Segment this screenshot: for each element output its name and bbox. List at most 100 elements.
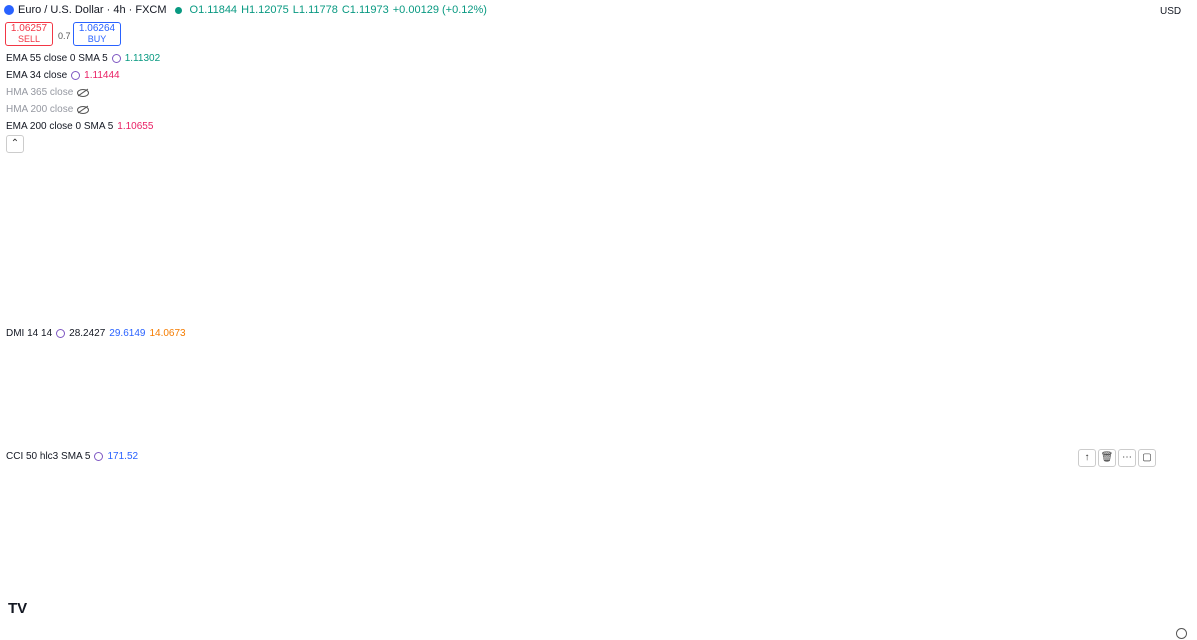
candle-body — [296, 206, 299, 208]
cci-bar — [820, 536, 823, 584]
cci-bar — [669, 511, 672, 537]
gear-icon[interactable] — [94, 452, 104, 461]
candle-body — [644, 58, 647, 60]
candle-body — [871, 203, 873, 206]
candle-body — [712, 68, 715, 70]
more-options-button[interactable]: ⋯ — [1118, 449, 1136, 467]
cci-bar — [190, 508, 193, 537]
candle-body — [576, 96, 578, 101]
candle-body — [298, 207, 301, 215]
delete-pane-button[interactable]: 🗑 — [1098, 449, 1116, 467]
cci-bar — [807, 536, 811, 584]
candle-body — [77, 258, 80, 263]
candle-body — [946, 231, 949, 258]
candle-body — [624, 75, 626, 83]
candle-body — [606, 88, 609, 97]
cci-bar — [550, 536, 554, 580]
cci-bar — [74, 536, 77, 558]
cci-bar — [424, 507, 428, 537]
symbol-title[interactable]: Euro / U.S. Dollar · 4h · FXCM — [18, 4, 167, 16]
cci-bar — [810, 536, 813, 578]
candle-body — [687, 42, 689, 46]
cci-bar — [127, 536, 130, 549]
indicator-row[interactable]: EMA 55 close 0 SMA 5 1.11302 — [6, 53, 160, 64]
gear-icon[interactable] — [111, 54, 121, 63]
candle-body — [233, 177, 236, 180]
cci-bar — [114, 536, 118, 570]
candle-body — [855, 199, 858, 201]
cci-bar — [694, 532, 697, 537]
gear-icon[interactable] — [56, 329, 66, 338]
candle-body — [9, 184, 11, 187]
candle-body — [991, 259, 994, 265]
cci-tick-label: −300.00 — [1161, 613, 1196, 624]
collapse-legend-button[interactable]: ⌃ — [6, 135, 24, 153]
pane-settings-icon[interactable] — [1176, 628, 1187, 639]
cci-bar — [187, 506, 191, 537]
cci-bar — [112, 536, 115, 567]
candle-body — [72, 257, 74, 259]
cci-bar — [172, 494, 176, 537]
cci-bar — [371, 458, 375, 537]
indicator-row[interactable]: HMA 365 close — [6, 87, 90, 98]
cci-bar — [200, 516, 203, 537]
candle-body — [54, 242, 57, 249]
cci-bar — [676, 510, 680, 537]
candle-body — [309, 199, 311, 207]
candle-body — [840, 192, 843, 194]
cci-bar — [308, 536, 312, 583]
candle-body — [775, 141, 778, 146]
candle-body — [334, 160, 337, 163]
currency-selector[interactable]: USD — [1160, 6, 1182, 17]
cci-bar — [744, 536, 748, 592]
candle-body — [830, 192, 833, 195]
time-tick-label: 15 — [234, 630, 246, 640]
cci-bar — [8, 536, 12, 543]
candle-body — [520, 85, 523, 91]
time-tick-label: Nov — [869, 630, 887, 640]
candle-body — [558, 81, 561, 89]
maximize-pane-button[interactable]: ▢ — [1138, 449, 1156, 467]
cci-bar — [941, 501, 944, 537]
candle-body — [649, 60, 652, 63]
cci-bar — [437, 490, 440, 537]
sell-button[interactable]: 1.06257 SELL — [5, 22, 53, 46]
buy-button[interactable]: 1.06264 BUY — [73, 22, 121, 46]
candle-body — [162, 200, 165, 209]
price-tick-label: 1.10500 — [1162, 101, 1196, 112]
candle-body — [412, 57, 415, 59]
indicator-row[interactable]: EMA 34 close 1.11444 — [6, 70, 120, 81]
candle-body — [167, 201, 170, 203]
candle-body — [84, 256, 87, 263]
candle-body — [263, 194, 266, 196]
candle-body — [293, 206, 296, 209]
cci-bar — [39, 536, 42, 580]
candle-body — [36, 223, 39, 229]
candle-body — [82, 256, 85, 264]
eye-hidden-icon[interactable] — [77, 105, 90, 114]
cci-bar — [306, 536, 309, 586]
indicator-row[interactable]: EMA 200 close 0 SMA 5 1.10655 — [6, 121, 153, 132]
candle-body — [452, 49, 455, 55]
cci-bar — [154, 501, 158, 537]
candle-body — [709, 61, 712, 69]
move-pane-up-button[interactable]: ↑ — [1078, 449, 1096, 467]
indicator-row[interactable]: HMA 200 close — [6, 104, 90, 115]
candle-body — [261, 190, 263, 195]
candle-body — [475, 67, 478, 71]
cci-bar — [989, 536, 992, 593]
cci-bar — [918, 536, 922, 553]
cci-bar — [507, 536, 511, 540]
candle-body — [359, 128, 362, 138]
time-tick-label: 10 — [6, 630, 18, 640]
eye-hidden-icon[interactable] — [77, 88, 90, 97]
candle-body — [513, 85, 515, 96]
cci-bar — [472, 504, 476, 537]
gear-icon[interactable] — [71, 71, 81, 80]
candle-body — [808, 172, 810, 174]
cci-bar — [122, 536, 125, 558]
candle-body — [346, 149, 349, 151]
cci-bar — [500, 520, 503, 537]
candle-body — [964, 201, 967, 204]
